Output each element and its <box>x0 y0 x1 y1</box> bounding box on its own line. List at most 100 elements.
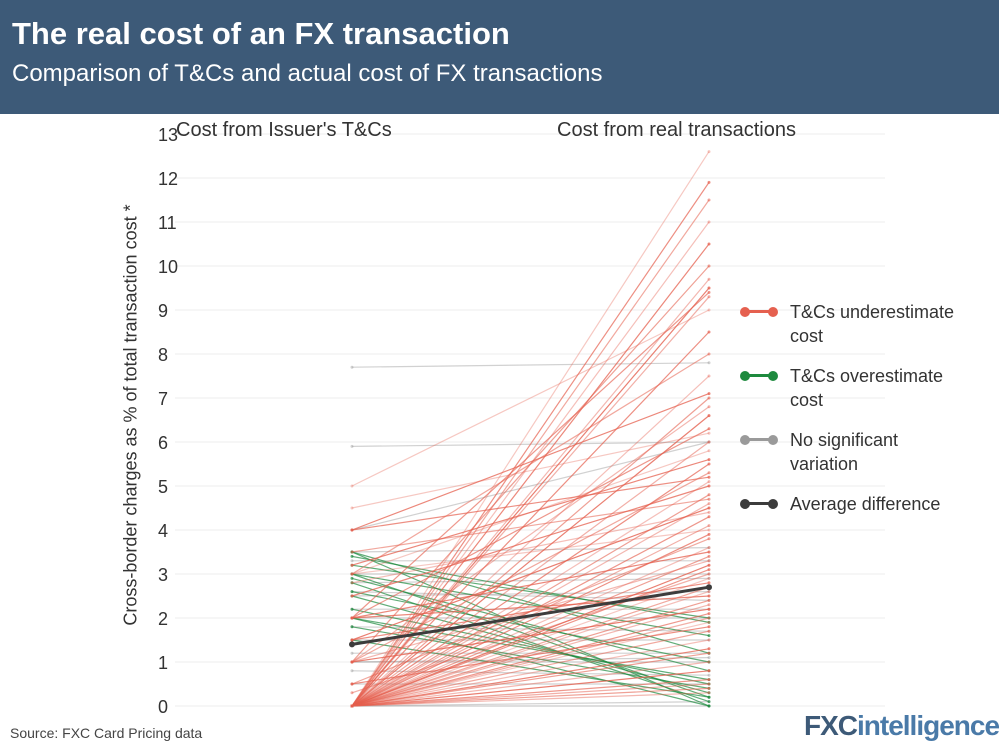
point-end <box>707 546 711 550</box>
page-subtitle: Comparison of T&Cs and actual cost of FX… <box>12 60 603 87</box>
series-line <box>351 406 710 663</box>
legend-item: Average difference <box>740 492 960 516</box>
point-end <box>707 563 711 567</box>
point-end <box>707 568 711 572</box>
series-line <box>351 441 710 531</box>
page-title: The real cost of an FX transaction <box>12 16 510 51</box>
series-line <box>351 573 710 637</box>
legend-label: T&Cs underestimate cost <box>790 302 955 346</box>
point-end <box>707 352 711 356</box>
point-start <box>350 559 354 563</box>
y-tick-label: 2 <box>158 609 168 629</box>
point-end <box>707 576 711 580</box>
series-line <box>351 692 710 707</box>
point-end <box>707 554 711 558</box>
point-end <box>707 440 711 444</box>
point-end <box>707 678 711 682</box>
point-end <box>707 414 711 418</box>
point-end <box>707 361 711 365</box>
point-end <box>707 449 711 453</box>
point-end <box>707 660 711 664</box>
y-axis-label: Cross-border charges as % of total trans… <box>120 204 141 626</box>
point-end <box>707 220 711 224</box>
right-column-title: Cost from real transactions <box>557 119 796 141</box>
point-end <box>707 700 711 704</box>
series-line <box>351 608 710 663</box>
point-start <box>349 641 355 648</box>
point-end <box>707 506 711 510</box>
point-start <box>350 616 354 620</box>
series-line <box>351 309 710 487</box>
point-end <box>707 629 711 633</box>
point-end <box>707 484 711 488</box>
point-end <box>707 462 711 466</box>
point-end <box>707 559 711 563</box>
point-end <box>707 695 711 699</box>
series-line <box>351 582 710 641</box>
series-line <box>351 296 710 707</box>
series-line <box>351 182 710 707</box>
y-tick-label: 9 <box>158 301 168 321</box>
series-line <box>351 551 710 619</box>
point-end <box>707 264 711 268</box>
point-end <box>707 550 711 554</box>
point-end <box>707 651 711 655</box>
point-start <box>350 625 354 629</box>
point-end <box>707 277 711 281</box>
point-start <box>350 506 354 510</box>
series-line <box>351 353 710 575</box>
series-line <box>351 577 710 672</box>
point-end <box>707 686 711 690</box>
point-end <box>707 590 711 594</box>
point-end <box>707 590 711 594</box>
series-line <box>351 555 710 707</box>
point-end <box>707 572 711 576</box>
point-end <box>707 396 711 400</box>
point-end <box>707 691 711 695</box>
point-end <box>707 660 711 664</box>
point-end <box>707 704 711 708</box>
point-end <box>707 242 711 246</box>
point-end <box>707 458 711 462</box>
point-end <box>707 480 711 484</box>
legend-item: T&Cs overestimate cost <box>740 364 960 428</box>
series-line <box>351 476 710 531</box>
point-end <box>707 427 711 431</box>
series-line <box>351 564 710 619</box>
point-start <box>350 590 354 594</box>
series-line <box>351 586 710 707</box>
point-start <box>350 554 354 558</box>
series-line <box>351 577 710 584</box>
point-start <box>350 704 354 708</box>
series-line <box>351 591 710 601</box>
point-end <box>707 475 711 479</box>
point-start <box>350 581 354 585</box>
series-line <box>351 199 710 707</box>
series-line <box>351 511 710 584</box>
point-end <box>707 638 711 642</box>
point-start <box>350 660 354 664</box>
point-start <box>350 550 354 554</box>
point-end <box>706 584 712 591</box>
point-end <box>707 471 711 475</box>
legend-swatch-icon <box>740 435 778 445</box>
point-end <box>707 198 711 202</box>
legend: T&Cs underestimate cost T&Cs overestimate… <box>740 300 960 516</box>
point-end <box>707 612 711 616</box>
point-end <box>707 625 711 629</box>
point-start <box>350 669 354 673</box>
point-end <box>707 607 711 611</box>
series-line <box>351 481 710 707</box>
point-end <box>707 308 711 312</box>
series-line <box>351 362 710 368</box>
point-end <box>707 497 711 501</box>
point-end <box>707 532 711 536</box>
point-start <box>350 651 354 655</box>
fxc-logo: FXCintelligenceTM <box>804 710 999 741</box>
point-start <box>350 563 354 567</box>
point-end <box>707 634 711 638</box>
series-line <box>351 428 710 619</box>
legend-label: Average difference <box>790 494 941 514</box>
point-end <box>707 546 711 550</box>
point-end <box>707 669 711 673</box>
